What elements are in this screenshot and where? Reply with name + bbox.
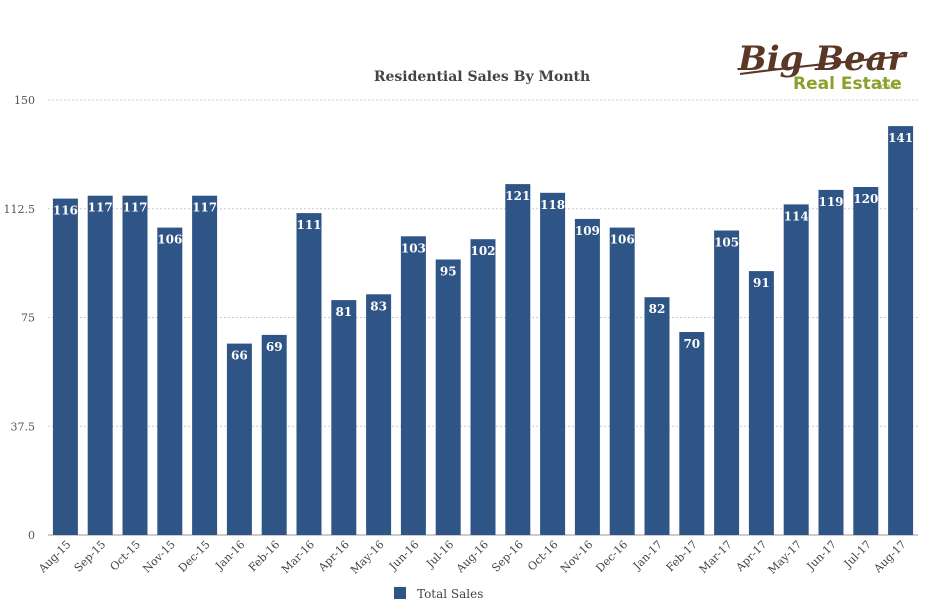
bar[interactable] — [157, 227, 183, 535]
bar[interactable] — [261, 334, 287, 535]
data-label: 111 — [296, 218, 321, 232]
x-tick-label: Sep-15 — [72, 538, 109, 575]
x-tick-label: Nov-16 — [558, 538, 596, 576]
x-tick-label: Apr-17 — [733, 538, 770, 575]
x-tick-label: Oct-15 — [108, 538, 144, 574]
x-tick-label: Dec-15 — [176, 538, 213, 575]
y-tick-label: 150 — [14, 94, 35, 107]
bar[interactable] — [470, 239, 496, 535]
logo-sub-text: Real Estate — [793, 74, 902, 94]
data-label: 91 — [753, 276, 770, 290]
bar[interactable] — [818, 189, 844, 535]
chart-title: Residential Sales By Month — [374, 69, 590, 85]
bar[interactable] — [714, 230, 740, 536]
bar[interactable] — [331, 300, 357, 535]
bar[interactable] — [783, 204, 809, 535]
x-tick-label: Jul-17 — [841, 538, 874, 571]
legend-swatch — [394, 587, 406, 599]
data-label: 119 — [818, 195, 843, 209]
data-label: 117 — [192, 201, 217, 215]
x-tick-label: Jan-17 — [630, 538, 665, 573]
bar[interactable] — [192, 195, 218, 535]
x-tick-label: Jun-16 — [386, 538, 422, 574]
bar[interactable] — [679, 332, 705, 535]
x-tick-label: Apr-16 — [315, 538, 352, 575]
x-tick-label: Mar-17 — [697, 538, 735, 576]
y-tick-label: 0 — [28, 529, 35, 542]
x-tick-label: Jun-17 — [804, 538, 840, 574]
x-tick-label: Oct-16 — [525, 538, 561, 574]
data-label: 118 — [540, 198, 565, 212]
data-label: 102 — [470, 244, 495, 258]
data-label: 109 — [575, 224, 600, 238]
x-tick-label: Aug-16 — [453, 538, 491, 576]
data-label: 81 — [335, 305, 352, 319]
legend-label: Total Sales — [417, 587, 483, 601]
data-label: 105 — [714, 236, 739, 250]
data-label: 83 — [370, 299, 387, 313]
bar[interactable] — [644, 297, 670, 535]
data-label: 70 — [683, 337, 700, 351]
bar[interactable] — [748, 271, 774, 535]
y-tick-label: 75 — [21, 312, 35, 325]
bar[interactable] — [226, 343, 252, 535]
x-tick-label: Aug-15 — [35, 538, 73, 576]
data-label: 121 — [505, 189, 530, 203]
x-tick-label: May-16 — [348, 538, 387, 577]
y-tick-label: 112.5 — [4, 203, 36, 216]
bar[interactable] — [87, 195, 113, 535]
x-tick-label: Nov-15 — [140, 538, 178, 576]
x-tick-label: Jul-16 — [423, 538, 456, 571]
x-tick-label: Aug-17 — [871, 538, 909, 576]
x-tick-label: Feb-16 — [246, 538, 282, 574]
data-label: 82 — [649, 302, 666, 316]
data-label: 116 — [53, 204, 78, 218]
logo-suffix-text: .com — [878, 82, 898, 91]
bar[interactable] — [296, 213, 322, 535]
data-label: 66 — [231, 349, 248, 363]
bar[interactable] — [435, 259, 461, 536]
bar[interactable] — [540, 192, 566, 536]
x-tick-label: Dec-16 — [593, 538, 630, 575]
bar[interactable] — [609, 227, 635, 535]
bar[interactable] — [366, 294, 392, 535]
big-bear-logo: Big Bear Real Estate .com — [737, 39, 908, 94]
bar[interactable] — [122, 195, 148, 535]
legend[interactable]: Total Sales — [394, 587, 483, 601]
bars: 116 117 117 106 117 66 69 111 81 83 103 95 102 121 118… — [52, 126, 914, 536]
y-tick-label: 37.5 — [11, 420, 36, 433]
y-axis: 0 37.5 75 112.5 150 — [4, 94, 36, 542]
x-tick-label: Feb-17 — [664, 538, 700, 574]
data-label: 117 — [122, 201, 147, 215]
x-tick-label: May-17 — [766, 538, 805, 577]
data-label: 114 — [784, 209, 809, 223]
bar[interactable] — [853, 187, 879, 535]
data-label: 120 — [853, 192, 878, 206]
data-label: 106 — [610, 233, 635, 247]
data-label: 106 — [157, 233, 182, 247]
data-label: 95 — [440, 265, 457, 279]
data-label: 141 — [888, 131, 913, 145]
x-tick-label: Jan-16 — [212, 538, 247, 573]
x-tick-label: Mar-16 — [279, 538, 317, 576]
data-label: 117 — [88, 201, 113, 215]
bar[interactable] — [505, 184, 531, 535]
bar[interactable] — [574, 218, 600, 535]
x-tick-label: Sep-16 — [489, 538, 526, 575]
bar[interactable] — [888, 126, 914, 535]
data-label: 69 — [266, 340, 283, 354]
logo-swoosh — [739, 55, 906, 75]
bar[interactable] — [52, 198, 78, 535]
bar[interactable] — [400, 236, 426, 536]
data-label: 103 — [401, 241, 426, 255]
